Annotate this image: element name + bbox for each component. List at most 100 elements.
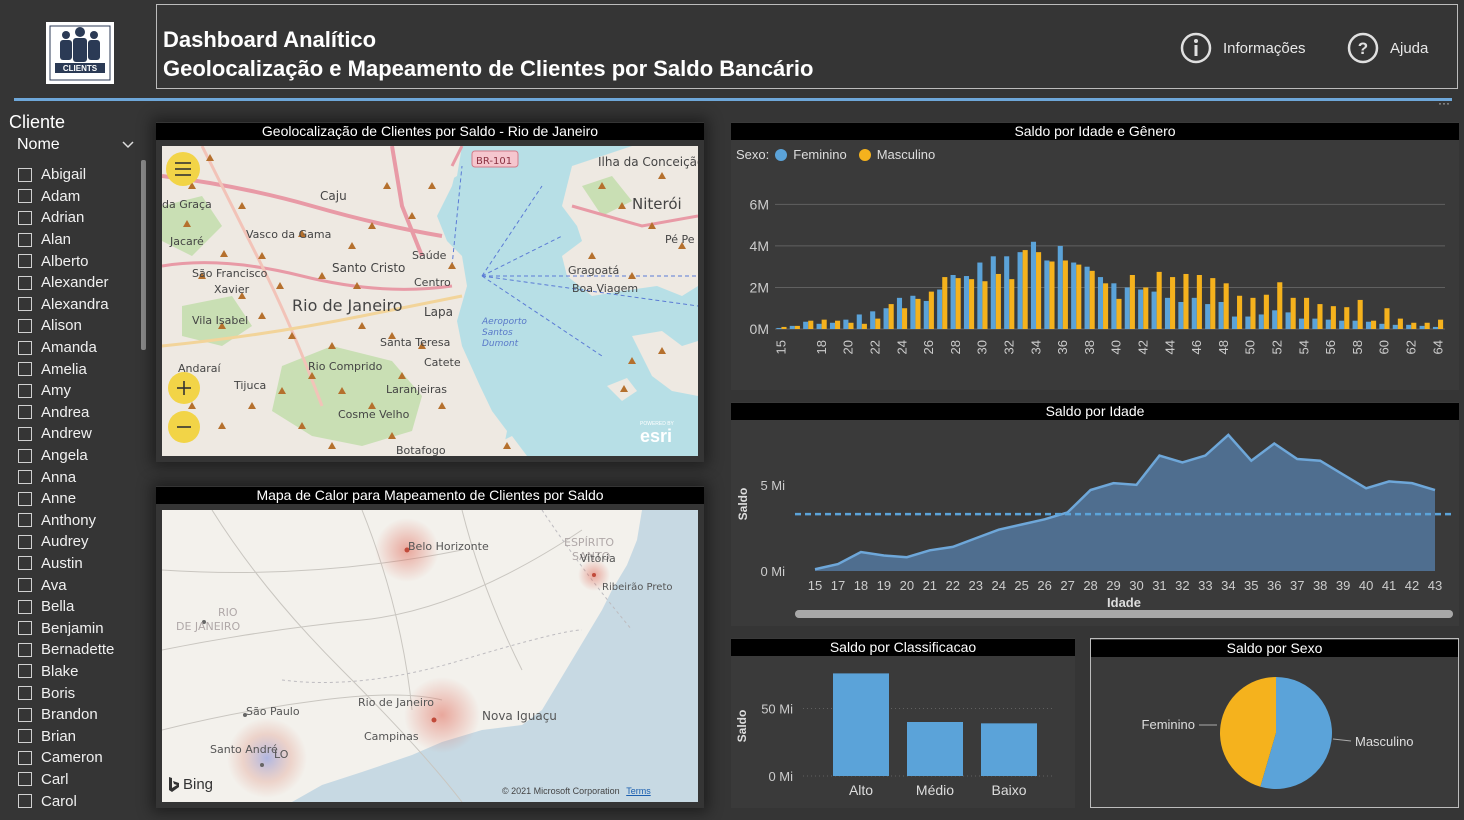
checkbox[interactable] — [18, 621, 32, 636]
slicer-item[interactable]: Amelia — [18, 358, 138, 380]
slicer-item[interactable]: Abigail — [18, 164, 138, 186]
bar-feminino[interactable] — [803, 321, 809, 329]
checkbox[interactable] — [18, 426, 32, 441]
bar-masculino[interactable] — [781, 326, 787, 329]
area-line[interactable] — [814, 433, 1436, 571]
checkbox[interactable] — [18, 534, 32, 549]
terms-link[interactable]: Terms — [626, 786, 651, 796]
checkbox[interactable] — [18, 599, 32, 614]
bar-masculino[interactable] — [942, 277, 948, 329]
bar-feminino[interactable] — [1325, 319, 1331, 329]
bar-feminino[interactable] — [1231, 316, 1238, 329]
checkbox[interactable] — [18, 686, 32, 701]
bar-feminino[interactable] — [963, 276, 970, 329]
bar-masculino[interactable] — [1156, 271, 1162, 329]
bar-feminino[interactable] — [856, 314, 862, 329]
bar-feminino[interactable] — [896, 297, 903, 329]
checkbox[interactable] — [18, 707, 32, 722]
slicer-item[interactable]: Bernadette — [18, 639, 138, 661]
slicer-item[interactable]: Anna — [18, 466, 138, 488]
bar-masculino[interactable] — [1424, 322, 1430, 329]
bar-feminino[interactable] — [1030, 241, 1037, 329]
bar-masculino[interactable] — [1290, 297, 1296, 329]
slicer-item[interactable]: Carol — [18, 790, 138, 812]
bar-masculino[interactable] — [1371, 320, 1377, 329]
checkbox[interactable] — [18, 383, 32, 398]
bar-masculino[interactable] — [982, 281, 988, 329]
checkbox[interactable] — [18, 318, 32, 333]
bar-masculino[interactable] — [955, 278, 961, 329]
pie-slice-masculino[interactable] — [1260, 677, 1332, 789]
slicer-item[interactable]: Blake — [18, 661, 138, 683]
slicer-item[interactable]: Anthony — [18, 510, 138, 532]
bar-feminino[interactable] — [1191, 297, 1197, 329]
bar-feminino[interactable] — [1178, 302, 1184, 329]
bar-feminino[interactable] — [829, 322, 836, 329]
bar-masculino[interactable] — [794, 325, 800, 329]
bar-classification[interactable] — [833, 673, 889, 776]
bar-masculino[interactable] — [861, 323, 867, 329]
slicer-item[interactable]: Brian — [18, 725, 138, 747]
slicer-item[interactable]: Alan — [18, 229, 138, 251]
help-button[interactable]: ? Ajuda — [1346, 31, 1428, 65]
checkbox[interactable] — [18, 556, 32, 571]
bar-feminino[interactable] — [1272, 310, 1278, 329]
bar-feminino[interactable] — [1151, 291, 1157, 329]
bar-masculino[interactable] — [1062, 260, 1068, 329]
bar-masculino[interactable] — [821, 319, 827, 329]
bar-feminino[interactable] — [1392, 324, 1398, 329]
bar-classification[interactable] — [907, 722, 963, 776]
checkbox[interactable] — [18, 167, 32, 182]
bar-masculino[interactable] — [1250, 297, 1256, 329]
checkbox[interactable] — [18, 729, 32, 744]
checkbox[interactable] — [18, 297, 32, 312]
checkbox[interactable] — [18, 189, 32, 204]
bar-masculino[interactable] — [1076, 264, 1082, 329]
checkbox[interactable] — [18, 210, 32, 225]
bar-feminino[interactable] — [816, 323, 822, 329]
scrollbar-thumb[interactable] — [795, 610, 1453, 618]
slicer-item[interactable]: Ava — [18, 574, 138, 596]
bar-masculino[interactable] — [969, 279, 975, 329]
bar-masculino[interactable] — [928, 291, 934, 329]
bar-feminino[interactable] — [1406, 324, 1412, 329]
checkbox[interactable] — [18, 405, 32, 420]
slicer-item[interactable]: Andrea — [18, 402, 138, 424]
bar-masculino[interactable] — [1263, 294, 1269, 329]
bar-masculino[interactable] — [1357, 299, 1363, 329]
checkbox[interactable] — [18, 491, 32, 506]
bar-feminino[interactable] — [1071, 262, 1077, 329]
bar-feminino[interactable] — [1111, 283, 1117, 329]
slicer-item[interactable]: Adrian — [18, 207, 138, 229]
heatmap-map[interactable]: Belo Horizonte ESPÍRITO SANTO Vitória Ribeir… — [162, 510, 698, 802]
rio-map[interactable]: BR-101 Ilha da Conceição Caju Niterói da Gra… — [162, 146, 698, 456]
bar-feminino[interactable] — [776, 327, 782, 329]
checkbox[interactable] — [18, 340, 32, 355]
slicer-item[interactable]: Alison — [18, 315, 138, 337]
bar-masculino[interactable] — [848, 322, 854, 329]
bar-masculino[interactable] — [1022, 250, 1028, 329]
slicer-item[interactable]: Austin — [18, 553, 138, 575]
bar-feminino[interactable] — [1205, 304, 1211, 329]
bar-masculino[interactable] — [1143, 287, 1149, 329]
bar-masculino[interactable] — [1384, 308, 1390, 329]
bar-masculino[interactable] — [1277, 282, 1283, 329]
info-button[interactable]: Informações — [1179, 31, 1306, 65]
bar-masculino[interactable] — [1049, 261, 1055, 330]
bar-feminino[interactable] — [789, 325, 795, 329]
bar-feminino[interactable] — [870, 311, 876, 329]
bar-masculino[interactable] — [1036, 252, 1042, 329]
bar-feminino[interactable] — [1379, 323, 1385, 329]
map-menu-button[interactable] — [166, 152, 200, 186]
checkbox[interactable] — [18, 448, 32, 463]
bar-feminino[interactable] — [1245, 316, 1251, 329]
bar-masculino[interactable] — [1330, 306, 1336, 329]
bar-masculino[interactable] — [1009, 279, 1015, 329]
pie-slice-feminino[interactable] — [1220, 677, 1276, 787]
bar-masculino[interactable] — [1237, 295, 1243, 329]
bar-feminino[interactable] — [843, 319, 849, 329]
bar-feminino[interactable] — [883, 308, 889, 329]
bar-feminino[interactable] — [977, 262, 983, 329]
slicer-item[interactable]: Angela — [18, 445, 138, 467]
bar-masculino[interactable] — [915, 298, 921, 329]
